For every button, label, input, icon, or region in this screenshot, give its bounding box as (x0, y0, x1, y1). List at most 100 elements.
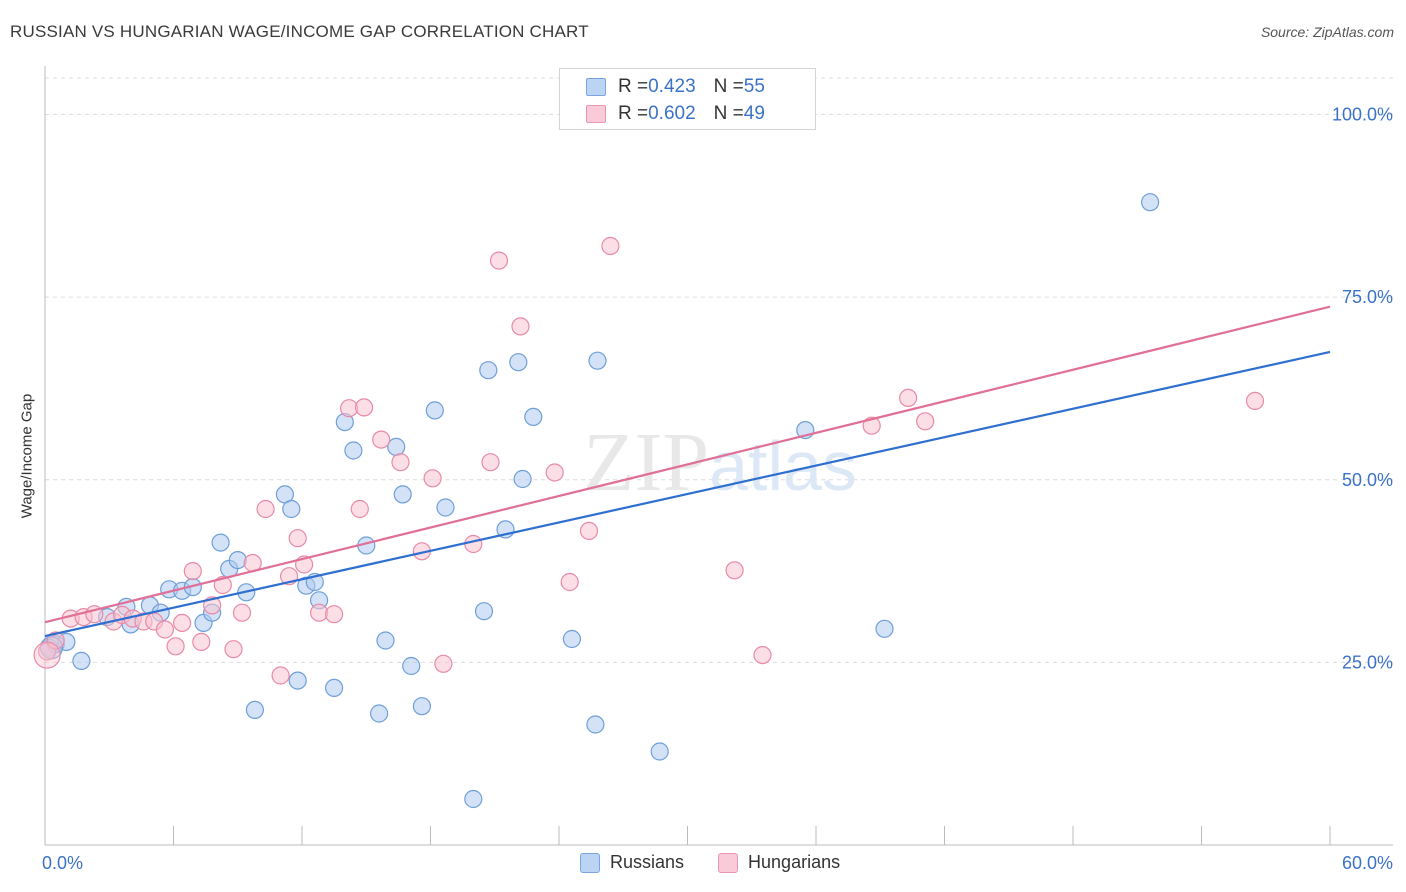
y-tick-label: 75.0% (1342, 287, 1393, 307)
hungarians-points (33, 236, 1265, 685)
hungarians-point (224, 640, 243, 659)
series-legend: Russians Hungarians (580, 852, 874, 873)
hungarians-point (725, 561, 744, 580)
russians-point (325, 678, 344, 698)
russians-swatch (586, 78, 606, 96)
hungarians-legend-swatch (718, 852, 739, 873)
russians-point (650, 742, 669, 761)
hungarians-point (355, 398, 374, 417)
russians-point (464, 789, 483, 809)
hungarians-point (423, 469, 442, 488)
russians-r-value: 0.423 (648, 76, 696, 97)
russians-point (245, 700, 264, 720)
russians-point (288, 671, 307, 690)
hungarians-point (511, 317, 530, 336)
hungarians-point (489, 251, 509, 270)
grid-lines (45, 77, 1393, 663)
hungarians-point (166, 637, 185, 656)
chart-title: RUSSIAN VS HUNGARIAN WAGE/INCOME GAP COR… (10, 22, 589, 41)
hungarians-point (183, 561, 202, 581)
hungarians-r-value: 0.602 (648, 103, 696, 124)
hungarians-point (325, 605, 344, 624)
russians-point (425, 401, 444, 420)
hungarians-point (481, 453, 500, 472)
russians-point (402, 656, 421, 676)
russians-n-value: 55 (743, 76, 765, 97)
hungarians-point (391, 453, 410, 472)
trend-lines (44, 305, 1331, 638)
legend-item-russians: Russians (580, 852, 684, 873)
hungarians-point (434, 654, 453, 673)
hungarians-point (753, 645, 772, 665)
legend-item-hungarians: Hungarians (718, 852, 840, 873)
russians-point (370, 704, 389, 723)
hungarians-point (288, 529, 307, 548)
hungarians-point (155, 620, 174, 639)
russians-point (513, 469, 532, 489)
hungarians-point (271, 666, 290, 685)
hungarians-point (898, 388, 918, 407)
russians-point (376, 631, 395, 650)
hungarians-point (232, 603, 252, 622)
hungarians-point (1245, 391, 1265, 410)
hungarians-r-label: R = (618, 103, 649, 124)
hungarians-point (350, 499, 369, 519)
russians-trend-line (44, 350, 1331, 638)
russians-point (875, 619, 894, 638)
hungarians-point (213, 575, 232, 595)
hungarians-point (601, 236, 620, 256)
russians-point (588, 351, 607, 370)
russians-point (436, 498, 455, 517)
hungarians-point (545, 463, 564, 482)
hungarians-point (579, 521, 599, 541)
russians-point (228, 550, 247, 570)
russians-point (211, 533, 230, 552)
russians-point (1140, 193, 1160, 212)
russians-point (586, 715, 605, 734)
russians-point (562, 629, 582, 649)
russians-point (412, 697, 431, 716)
axes (44, 66, 1393, 846)
hungarians-trend-line (44, 305, 1331, 624)
russians-r-label: R = (618, 76, 649, 97)
y-tick-label: 100.0% (1332, 105, 1393, 125)
russians-point (282, 499, 301, 519)
hungarians-legend-label: Hungarians (748, 852, 841, 872)
correlation-legend: R = 0.423 N = 55 R = 0.602 N = 49 (559, 68, 816, 130)
x-tick-label-max: 60.0% (1342, 853, 1393, 873)
watermark: ZIPatlas (583, 416, 857, 509)
hungarians-swatch (586, 105, 606, 123)
russians-point (474, 602, 494, 621)
hungarians-point (192, 632, 211, 652)
y-tick-label: 25.0% (1342, 652, 1393, 672)
hungarians-n-label: N = (713, 103, 744, 124)
x-tick-label-min: 0.0% (42, 853, 83, 873)
tick-labels: 25.0% 50.0% 75.0% 100.0% 0.0% 60.0% (42, 105, 1393, 873)
hungarians-point (560, 572, 579, 592)
russians-point (509, 353, 528, 372)
russians-point (393, 485, 412, 504)
hungarians-n-value: 49 (743, 103, 765, 124)
russians-point (387, 437, 406, 456)
russians-point (479, 361, 498, 380)
legend-row-russians: R = 0.423 N = 55 (586, 76, 765, 98)
hungarians-point-cluster (33, 641, 61, 669)
legend-row-hungarians: R = 0.602 N = 49 (586, 103, 765, 125)
hungarians-point (862, 416, 881, 435)
hungarians-point (46, 631, 65, 650)
russians-point (524, 407, 543, 426)
hungarians-point (464, 534, 483, 554)
hungarians-point (372, 430, 391, 449)
y-tick-label: 50.0% (1342, 470, 1393, 490)
russians-legend-swatch (580, 852, 600, 873)
russians-point (344, 441, 363, 460)
russians-legend-label: Russians (610, 852, 685, 872)
russians-point (72, 651, 91, 671)
watermark-text: ZIPatlas (583, 416, 857, 509)
hungarians-point (916, 412, 935, 431)
hungarians-point (256, 499, 275, 519)
hungarians-point (173, 613, 192, 633)
source-label: Source: ZipAtlas.com (1260, 24, 1394, 40)
russians-n-label: N = (713, 76, 744, 97)
